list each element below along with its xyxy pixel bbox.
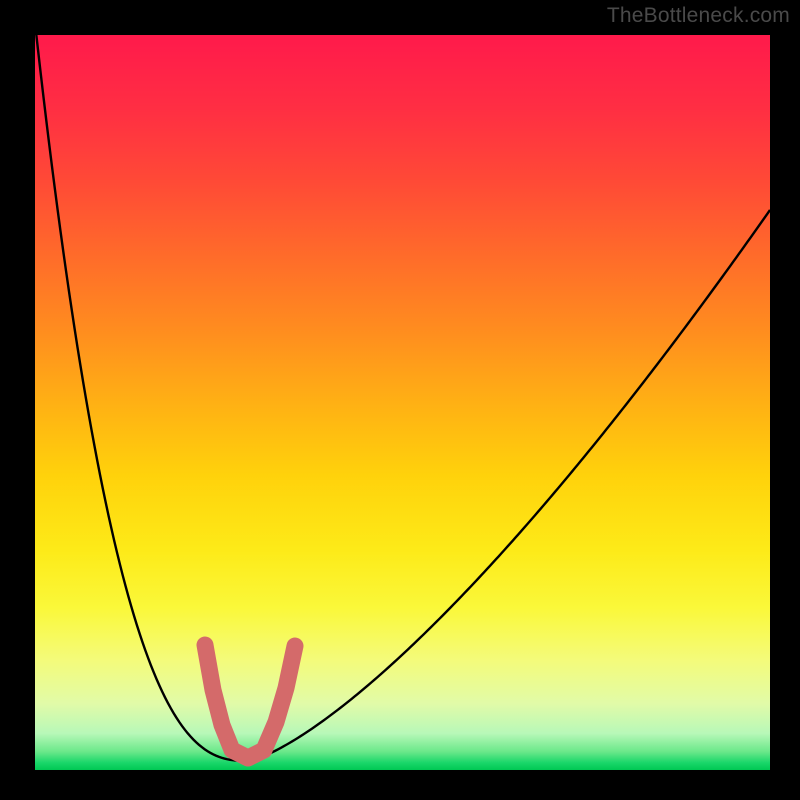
plot-background <box>35 35 770 770</box>
watermark-text: TheBottleneck.com <box>607 4 790 28</box>
bottleneck-chart <box>0 0 800 800</box>
chart-container: TheBottleneck.com <box>0 0 800 800</box>
